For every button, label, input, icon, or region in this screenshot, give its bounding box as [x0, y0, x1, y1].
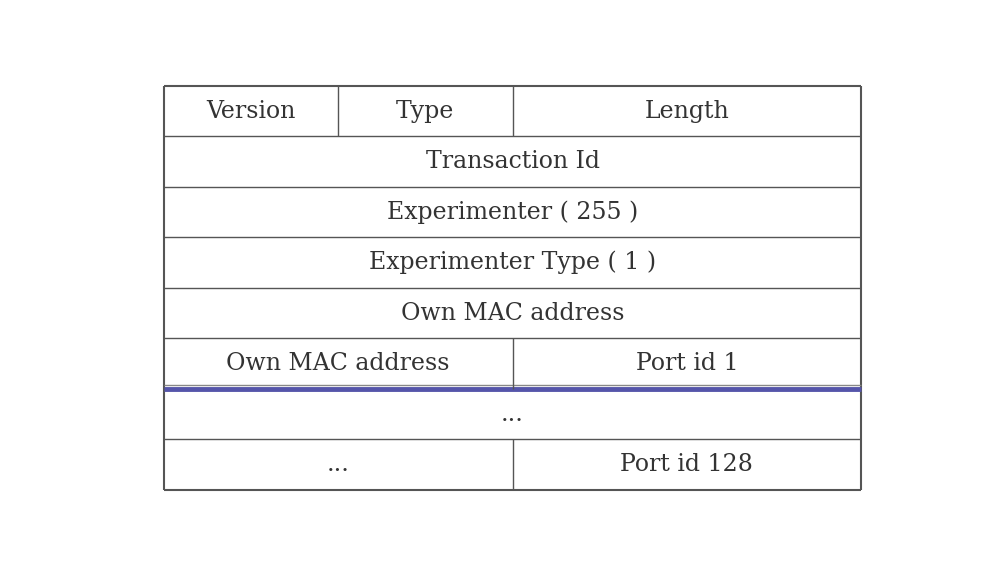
Text: ...: ...: [327, 453, 350, 476]
Text: Experimenter Type ( 1 ): Experimenter Type ( 1 ): [369, 251, 656, 274]
Text: Port id 128: Port id 128: [620, 453, 753, 476]
Text: Port id 1: Port id 1: [636, 352, 738, 375]
Text: Type: Type: [396, 100, 454, 123]
Text: Version: Version: [206, 100, 296, 123]
Text: Length: Length: [644, 100, 729, 123]
Text: ...: ...: [501, 402, 524, 426]
Text: Own MAC address: Own MAC address: [401, 302, 624, 324]
Text: Experimenter ( 255 ): Experimenter ( 255 ): [387, 201, 638, 224]
Text: Transaction Id: Transaction Id: [426, 150, 600, 173]
Text: Own MAC address: Own MAC address: [226, 352, 450, 375]
